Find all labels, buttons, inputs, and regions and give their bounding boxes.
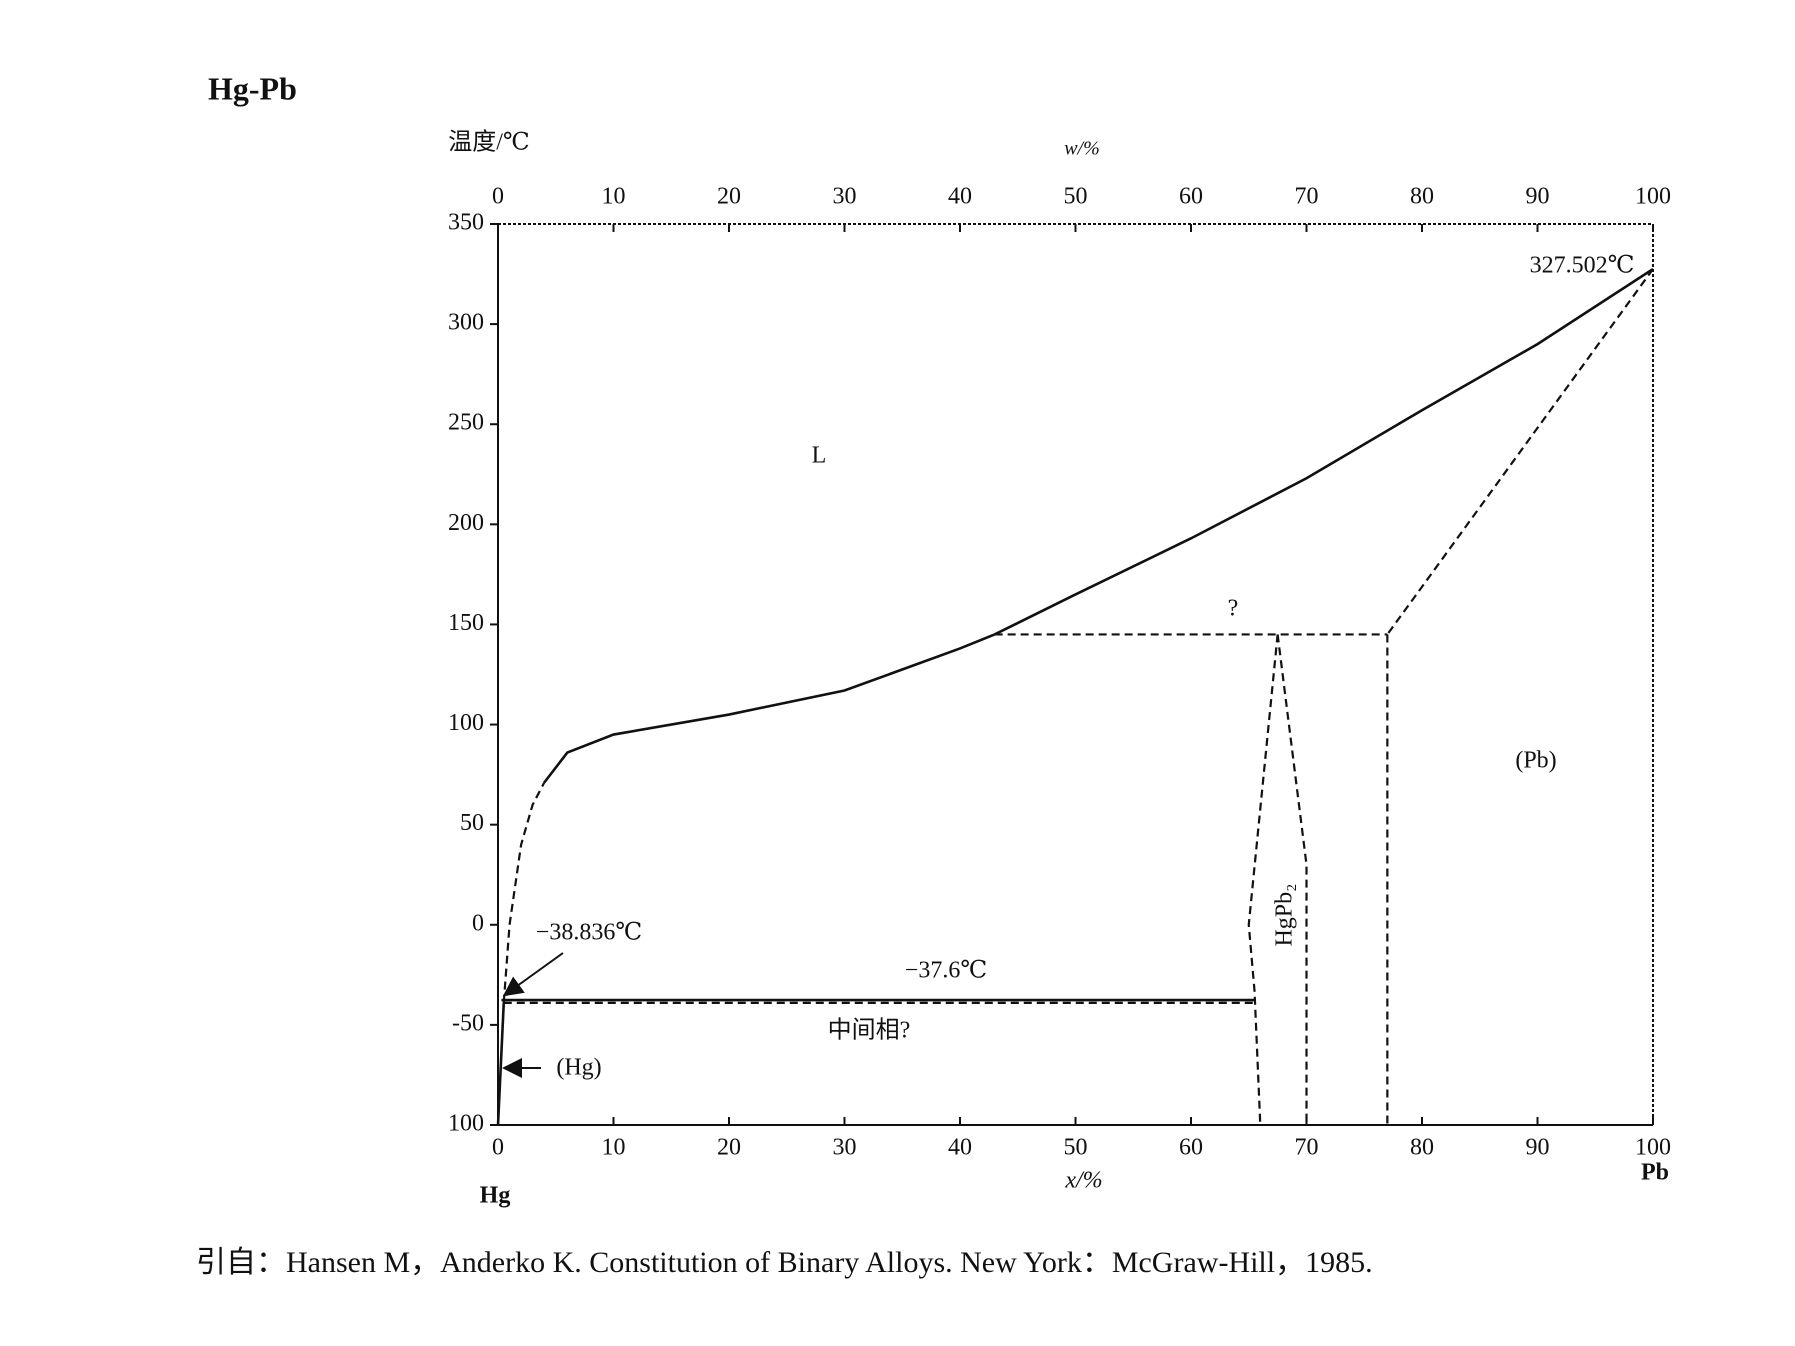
- x-tick-label: 70: [1295, 1135, 1319, 1161]
- annotation: −38.836℃: [536, 920, 642, 946]
- y-axis-label: 温度/℃: [448, 129, 530, 156]
- y-tick-label: 200: [448, 510, 484, 536]
- x2-tick-label: 80: [1410, 184, 1434, 210]
- phase-boundary: [1247, 634, 1279, 1126]
- x-tick-label: 10: [602, 1135, 626, 1161]
- x-tick-label: 100: [1635, 1135, 1671, 1161]
- annotation: L: [812, 443, 827, 469]
- x2-tick-label: 60: [1179, 184, 1203, 210]
- x2-tick-label: 90: [1526, 184, 1550, 210]
- phase-boundary: [1386, 268, 1654, 636]
- x-left-label: Hg: [480, 1183, 511, 1209]
- x-tick-label: 50: [1064, 1135, 1088, 1161]
- x2-tick-label: 10: [602, 184, 626, 210]
- annotation: 中间相?: [828, 1017, 911, 1044]
- y-tick-label: 350: [448, 210, 484, 236]
- x-tick-label: 0: [492, 1135, 504, 1161]
- y-tick-label: 100: [448, 1111, 484, 1137]
- x2-tick-label: 100: [1635, 184, 1671, 210]
- x-tick-label: 60: [1179, 1135, 1203, 1161]
- y-tick-label: 300: [448, 310, 484, 336]
- y-tick-label: 50: [460, 810, 484, 836]
- y-tick-label: 250: [448, 410, 484, 436]
- y-tick-label: 100: [448, 710, 484, 736]
- annotation: 327.502℃: [1530, 253, 1635, 279]
- title: Hg-Pb: [208, 70, 297, 106]
- arrow: [502, 952, 564, 997]
- x-axis-label: x/%: [1064, 1168, 1102, 1194]
- x-tick-label: 90: [1526, 1135, 1550, 1161]
- x-tick-label: 40: [948, 1135, 972, 1161]
- x2-tick-label: 70: [1295, 184, 1319, 210]
- x-tick-label: 30: [833, 1135, 857, 1161]
- x2-tick-label: 20: [717, 184, 741, 210]
- y-tick-label: 0: [472, 910, 484, 936]
- x2-tick-label: 50: [1064, 184, 1088, 210]
- annotation: HgPb₂: [1272, 883, 1298, 946]
- phase-boundary: [543, 267, 1654, 784]
- citation: 引自：Hansen M，Anderko K. Constitution of B…: [196, 1246, 1373, 1279]
- annotation: ?: [1228, 596, 1239, 622]
- y-tick-label: 150: [448, 610, 484, 636]
- x-tick-label: 80: [1410, 1135, 1434, 1161]
- x-tick-label: 20: [717, 1135, 741, 1161]
- phase-boundary: [496, 1002, 506, 1126]
- annotation: (Hg): [556, 1055, 601, 1081]
- phase-boundary: [502, 782, 546, 1003]
- phase-boundary: [1276, 634, 1308, 1125]
- annotation: (Pb): [1515, 748, 1556, 774]
- x2-tick-label: 30: [833, 184, 857, 210]
- x2-tick-label: 40: [948, 184, 972, 210]
- x2-axis-label: w/%: [1064, 138, 1100, 160]
- x-right-label: Pb: [1641, 1160, 1669, 1186]
- x2-tick-label: 0: [492, 184, 504, 210]
- y-tick-label: -50: [452, 1010, 484, 1036]
- annotation: −37.6℃: [905, 958, 987, 984]
